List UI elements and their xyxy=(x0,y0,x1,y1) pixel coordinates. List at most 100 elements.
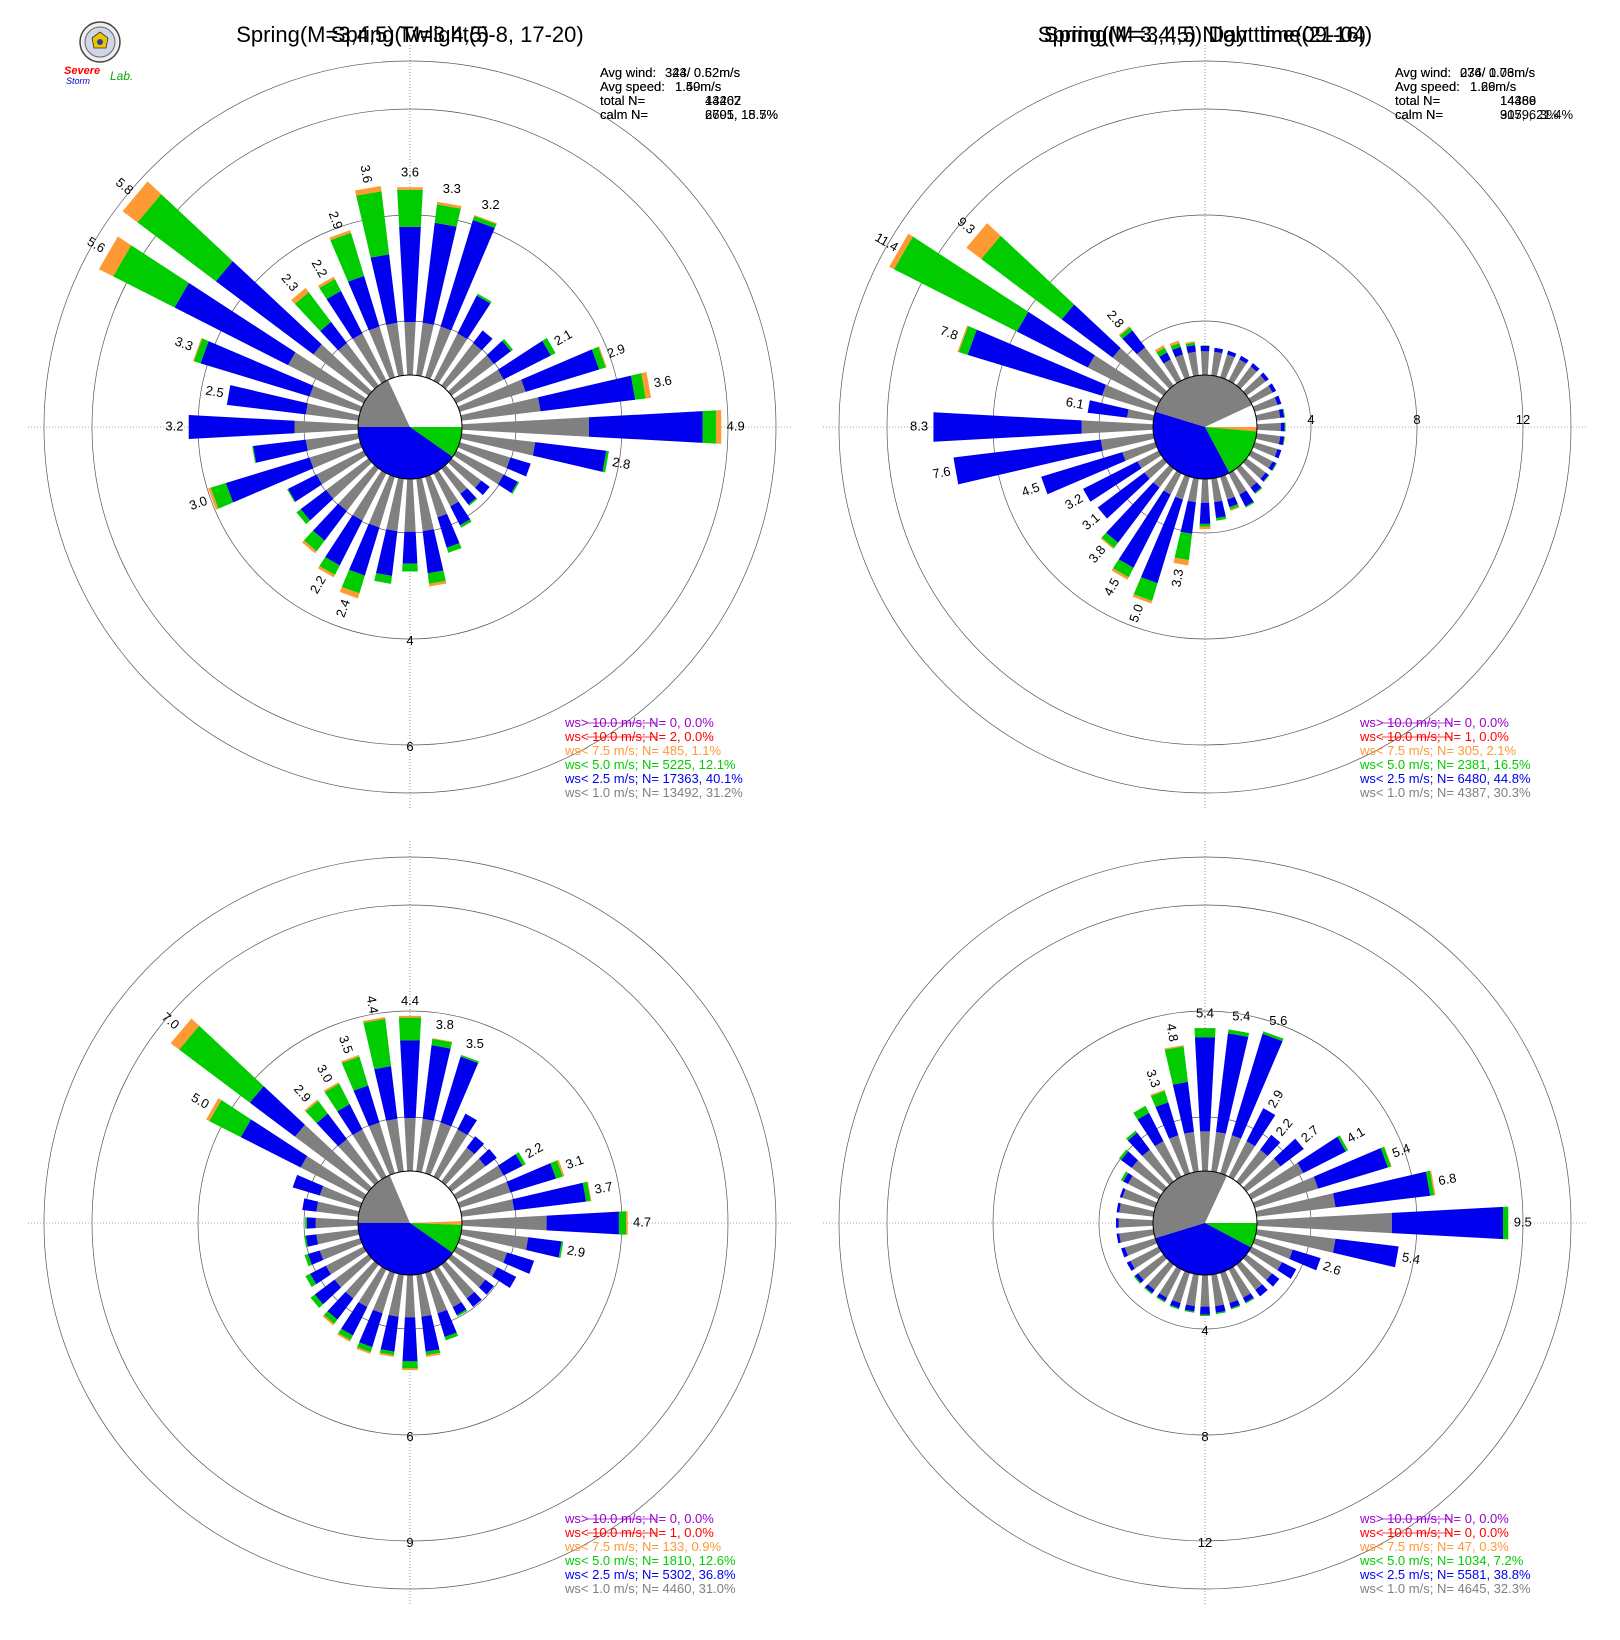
sector-80-gray-segment xyxy=(460,1199,515,1217)
sector-350-orange-segment xyxy=(1164,1045,1184,1050)
legend-entry: ws< 7.5 m/s; N= 485, 1.1% xyxy=(564,743,722,758)
sector-110-gray-segment xyxy=(457,1238,508,1263)
sector-70-orange-segment xyxy=(1383,1146,1392,1167)
sector-350-orange-segment xyxy=(354,185,382,196)
sector-200-blue-segment xyxy=(1140,496,1183,584)
stat-value: 324/ 0.52m/s xyxy=(665,65,741,80)
sector-210-total-label: 2.2 xyxy=(307,573,329,596)
sector-210-gray-segment xyxy=(1159,1266,1182,1298)
sector-350-green-segment xyxy=(356,191,390,258)
sector-20-gray-segment xyxy=(425,1122,452,1176)
sector-190-orange-segment xyxy=(379,1352,394,1358)
sector-280-blue-segment xyxy=(226,385,308,415)
sector-170-gray-segment xyxy=(1211,477,1223,503)
stat-value: 14469 xyxy=(1500,93,1536,108)
sector-270-total-label: 8.3 xyxy=(910,418,928,433)
calm-pie-outline xyxy=(357,374,463,480)
sector-40-blue-segment xyxy=(1250,363,1260,372)
sector-60-blue-segment xyxy=(1268,383,1277,393)
logo-text-severe: Severe xyxy=(64,65,100,77)
sector-330-green-segment xyxy=(1156,347,1168,357)
sector-180-blue-segment xyxy=(402,1317,418,1362)
sector-140-gray-segment xyxy=(441,464,468,495)
stat-label: Avg speed: xyxy=(1395,79,1460,94)
sector-60-gray-segment xyxy=(1248,1162,1304,1200)
sector-0-orange-segment xyxy=(398,1015,422,1018)
sector-10-blue-segment xyxy=(422,1045,451,1121)
stat-label: calm N= xyxy=(1395,107,1443,122)
sector-230-total-label: 3.1 xyxy=(1079,510,1102,533)
sector-140-gray-segment xyxy=(1236,1260,1263,1291)
sector-180-blue-segment xyxy=(402,531,418,564)
stat-value: 915, 6.3% xyxy=(1500,107,1559,122)
sector-90-green-segment xyxy=(1503,1206,1509,1240)
stat-label: total N= xyxy=(600,93,645,108)
stat-value: 034/ 0.76m/s xyxy=(1460,65,1536,80)
stat-value: 276/ 1.03m/s xyxy=(1460,65,1536,80)
sector-30-gray-segment xyxy=(433,333,468,384)
sector-320-blue-segment xyxy=(1122,330,1146,355)
sector-180-green-segment xyxy=(1199,1314,1211,1316)
sector-80-green-segment xyxy=(1425,1170,1435,1196)
sector-30-blue-segment xyxy=(457,1113,477,1136)
sector-280-gray-segment xyxy=(1119,1203,1155,1217)
sector-150-gray-segment xyxy=(1228,470,1247,495)
legend-entry: ws< 7.5 m/s; N= 47, 0.3% xyxy=(1359,1539,1509,1554)
sector-270-blue-segment xyxy=(933,412,1082,442)
sector-300-blue-segment xyxy=(1123,1172,1133,1184)
sector-230-gray-segment xyxy=(1144,458,1168,479)
sector-310-gray-segment xyxy=(294,1124,373,1192)
sector-40-gray-segment xyxy=(1236,366,1257,390)
sector-300-blue-segment xyxy=(240,1119,308,1168)
sector-340-total-label: 3.3 xyxy=(1143,1067,1163,1089)
sector-220-blue-segment xyxy=(1106,482,1160,543)
sector-280-blue-segment xyxy=(1087,400,1129,418)
sector-200-orange-segment xyxy=(339,586,360,599)
stat-label: Avg wind: xyxy=(600,65,656,80)
sector-100-blue-segment xyxy=(1333,1238,1399,1268)
wind-rose-panel-4: Spring(M=3,4,5) Night time(21-04) 4 8 12 5.4… xyxy=(823,22,1587,1605)
sector-230-blue-segment xyxy=(1097,472,1150,519)
sector-170-green-segment xyxy=(1215,1311,1226,1315)
sector-160-green-segment xyxy=(1230,1304,1241,1310)
sector-290-gray-segment xyxy=(1101,384,1158,412)
sector-110-gray-segment xyxy=(1252,1238,1293,1259)
sector-100-blue-segment xyxy=(1278,436,1285,446)
sector-230-gray-segment xyxy=(1137,1254,1168,1281)
sector-220-gray-segment xyxy=(338,464,379,511)
sector-180-orange-segment xyxy=(402,1368,418,1371)
sector-240-green-segment xyxy=(287,488,296,503)
sector-320-green-segment xyxy=(1119,327,1133,339)
sector-40-blue-segment xyxy=(1260,1134,1281,1157)
sector-140-gray-segment xyxy=(441,1260,475,1299)
sector-0-blue-segment xyxy=(399,226,421,323)
sector-210-green-segment xyxy=(1156,1296,1166,1303)
sector-110-blue-segment xyxy=(1274,449,1282,459)
sector-170-blue-segment xyxy=(422,529,444,574)
sector-130-gray-segment xyxy=(1242,1254,1273,1281)
sector-320-orange-segment xyxy=(291,287,309,304)
sector-240-green-segment xyxy=(305,1273,317,1288)
sector-190-blue-segment xyxy=(380,1314,399,1352)
sector-320-blue-segment xyxy=(320,321,347,351)
sector-140-blue-segment xyxy=(1250,482,1262,493)
sector-210-gray-segment xyxy=(358,1266,387,1308)
sector-230-green-segment xyxy=(1133,1275,1141,1284)
sector-90-total-label: 9.5 xyxy=(1514,1214,1532,1229)
sector-50-blue-segment xyxy=(486,340,511,364)
sector-320-blue-segment xyxy=(316,1113,347,1147)
sector-20-gray-segment xyxy=(425,326,452,380)
sector-320-total-label: 2.3 xyxy=(278,271,301,294)
sector-250-green-segment xyxy=(304,1254,312,1267)
calm-pie-ws-lt-2-5 xyxy=(358,427,453,480)
sector-310-green-segment xyxy=(981,235,1075,320)
sector-300-blue-segment xyxy=(1016,311,1095,368)
sector-240-blue-segment xyxy=(288,474,323,502)
sector-0-total-label: 5.4 xyxy=(1196,1005,1214,1020)
sector-30-blue-segment xyxy=(1246,1108,1276,1147)
sector-330-blue-segment xyxy=(326,290,363,340)
sector-120-green-segment xyxy=(1271,463,1277,472)
sector-120-gray-segment xyxy=(453,450,504,485)
sector-160-gray-segment xyxy=(425,474,448,518)
sector-350-total-label: 4.4 xyxy=(364,995,382,1015)
